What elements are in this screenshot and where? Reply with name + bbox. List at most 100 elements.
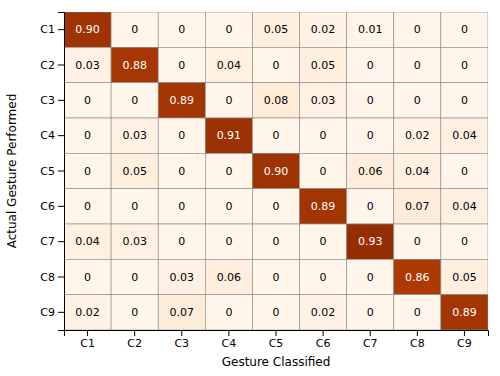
- cell: [300, 189, 347, 224]
- data-label: 0: [225, 23, 232, 36]
- tick: C3: [174, 330, 189, 350]
- data-label: 0: [178, 23, 185, 36]
- data-label: 0.07: [170, 306, 195, 319]
- cell: [441, 224, 488, 259]
- data-label: 0: [367, 271, 374, 284]
- tick-label: C6: [40, 200, 55, 213]
- cell: [252, 12, 299, 47]
- data-label: 0: [414, 235, 421, 248]
- tick-label: C8: [40, 271, 55, 284]
- data-label: 0: [461, 23, 468, 36]
- data-label: 0.02: [75, 306, 100, 319]
- cell: [205, 259, 252, 294]
- data-label: 0.07: [405, 200, 430, 213]
- data-label: 0.03: [122, 235, 146, 248]
- cell: [300, 83, 347, 118]
- cell: [111, 12, 158, 47]
- cell: [158, 224, 205, 259]
- cell: [158, 153, 205, 188]
- data-label: 0: [461, 235, 468, 248]
- tick-mark: [58, 29, 64, 30]
- tick: C6: [316, 330, 331, 350]
- tick-label: C9: [40, 306, 55, 319]
- data-label: 0: [273, 200, 280, 213]
- cell: [111, 224, 158, 259]
- data-label: 0: [367, 306, 374, 319]
- data-label: 0.90: [75, 23, 100, 36]
- cell: [394, 12, 441, 47]
- data-label: 0: [225, 165, 232, 178]
- cell: [111, 83, 158, 118]
- cell: [111, 153, 158, 188]
- data-label: 0.05: [311, 59, 336, 72]
- tick-mark: [228, 330, 229, 336]
- tick: C9: [457, 330, 472, 350]
- tick-label: C8: [410, 337, 425, 350]
- cell: [441, 295, 488, 330]
- tick-label: C7: [40, 235, 55, 248]
- data-label: 0.89: [170, 94, 195, 107]
- data-label: 0: [131, 23, 138, 36]
- tick: C1: [80, 330, 95, 350]
- cell: [347, 295, 394, 330]
- tick-mark: [134, 330, 135, 336]
- data-label: 0.93: [358, 235, 383, 248]
- data-label: 0: [367, 200, 374, 213]
- data-label: 0: [225, 200, 232, 213]
- cell: [347, 153, 394, 188]
- tick: C9: [40, 306, 64, 319]
- cell: [158, 118, 205, 153]
- tick-mark: [58, 65, 64, 66]
- cell: [111, 259, 158, 294]
- cell: [441, 259, 488, 294]
- tick-label: C2: [40, 59, 55, 72]
- cell: [111, 295, 158, 330]
- cells: [64, 12, 488, 330]
- cell: [205, 153, 252, 188]
- data-label: 0.89: [452, 306, 477, 319]
- cell: [347, 259, 394, 294]
- y-axis-title: Actual Gesture Performed: [5, 94, 19, 249]
- cell: [205, 12, 252, 47]
- tick: C3: [40, 94, 64, 107]
- data-label: 0: [131, 271, 138, 284]
- cell: [252, 189, 299, 224]
- data-label: 0: [320, 165, 327, 178]
- data-label: 0.03: [122, 129, 146, 142]
- data-label: 0: [178, 200, 185, 213]
- cell: [205, 118, 252, 153]
- data-label: 0.06: [217, 271, 242, 284]
- cell: [394, 83, 441, 118]
- cell: [300, 47, 347, 82]
- cell: [64, 118, 111, 153]
- tick-mark: [323, 330, 324, 336]
- data-label: 0.02: [405, 129, 430, 142]
- tick-mark: [58, 241, 64, 242]
- data-label: 0: [84, 200, 91, 213]
- tick-label: C7: [363, 337, 378, 350]
- cell: [252, 259, 299, 294]
- tick-label: C6: [316, 337, 331, 350]
- cell: [205, 189, 252, 224]
- tick: C5: [40, 165, 64, 178]
- cell: [441, 189, 488, 224]
- cell: [347, 224, 394, 259]
- data-label: 0: [414, 94, 421, 107]
- data-label: 0: [131, 94, 138, 107]
- cell: [394, 224, 441, 259]
- tick-label: C4: [222, 337, 237, 350]
- cell: [300, 224, 347, 259]
- cell: [252, 153, 299, 188]
- data-label: 0.88: [122, 59, 146, 72]
- cell: [300, 153, 347, 188]
- data-label: 0.01: [358, 23, 383, 36]
- cell: [252, 224, 299, 259]
- data-label: 0.05: [452, 271, 477, 284]
- data-label: 0.04: [75, 235, 100, 248]
- cell: [64, 259, 111, 294]
- tick-label: C1: [80, 337, 95, 350]
- cell: [64, 153, 111, 188]
- cell: [205, 83, 252, 118]
- data-label: 0: [178, 59, 185, 72]
- data-label: 0.08: [264, 94, 289, 107]
